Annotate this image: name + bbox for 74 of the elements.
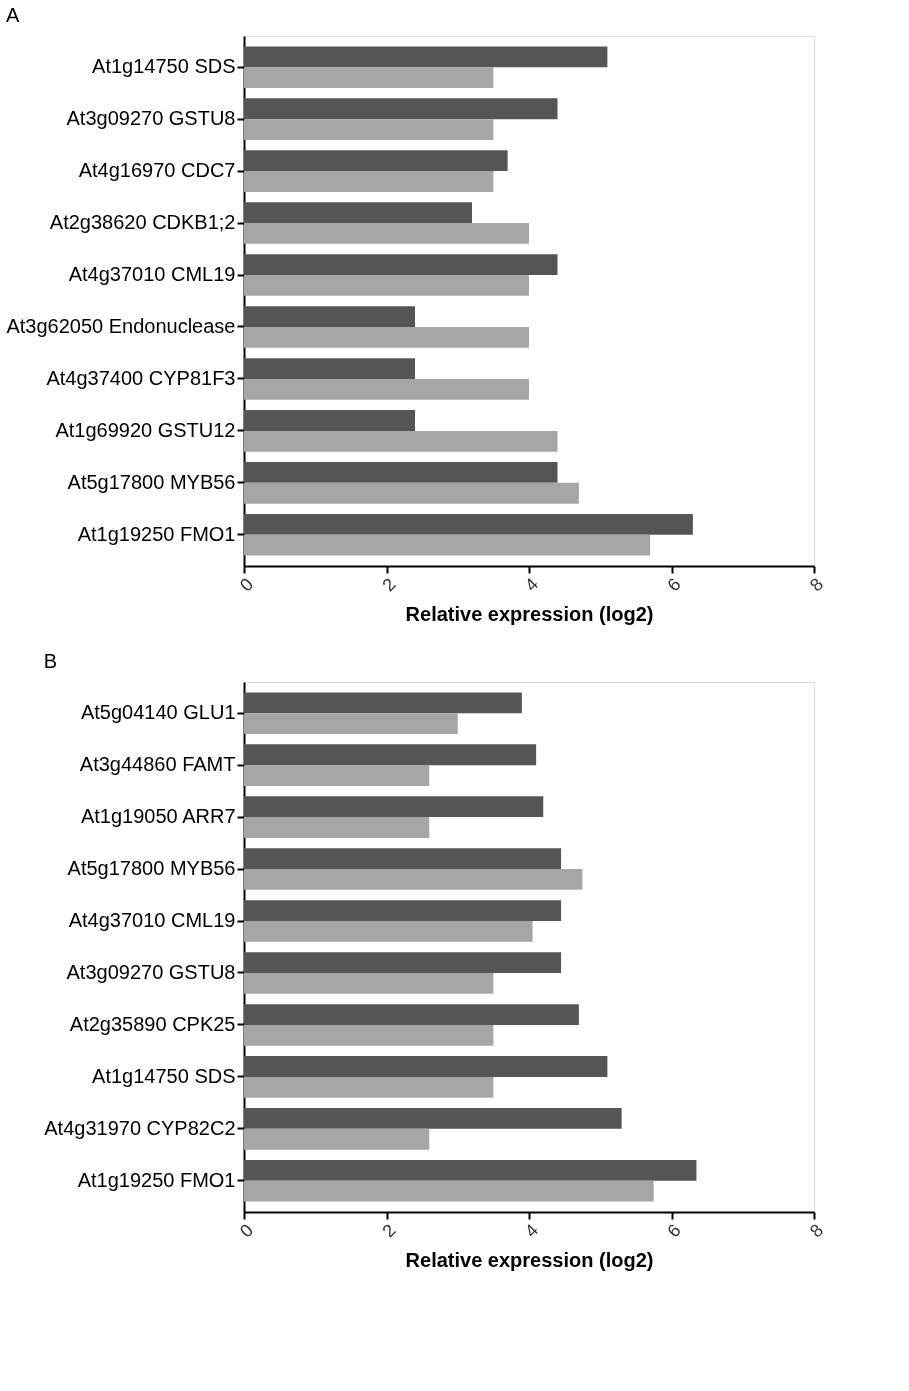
y-tick-label: At5g04140 GLU1 xyxy=(80,701,236,724)
y-tick-label: At4g37010 CML19 xyxy=(68,263,236,286)
bar xyxy=(244,1076,494,1098)
bar xyxy=(244,713,458,734)
y-tick-label: At3g44860 FAMT xyxy=(79,753,236,776)
bar xyxy=(244,1024,494,1046)
y-tick-label: At1g69920 GSTU12 xyxy=(55,418,236,441)
bar xyxy=(244,1004,579,1025)
bar xyxy=(244,306,415,327)
bar xyxy=(244,1108,622,1129)
y-tick-label: At5g17800 MYB56 xyxy=(67,857,236,880)
bar xyxy=(244,202,472,224)
y-tick-label: At2g38620 CDKB1;2 xyxy=(49,211,236,234)
bar xyxy=(244,1160,697,1181)
y-tick-label: At1g19050 ARR7 xyxy=(80,805,236,828)
bar xyxy=(244,67,494,88)
y-tick-label: At4g31970 CYP82C2 xyxy=(44,1116,236,1139)
bar xyxy=(244,869,583,890)
x-tick-label: 0 xyxy=(236,574,258,596)
x-tick-label: 4 xyxy=(521,574,543,596)
y-tick-label: At3g09270 GSTU8 xyxy=(66,107,236,130)
x-tick-label: 8 xyxy=(806,1220,828,1242)
bar xyxy=(244,744,537,766)
y-tick-label: At1g14750 SDS xyxy=(92,1064,236,1087)
bar xyxy=(244,1128,430,1150)
x-tick-label: 0 xyxy=(236,1220,258,1242)
text: B xyxy=(43,650,58,672)
y-tick-label: At5g17800 MYB56 xyxy=(67,470,236,493)
y-tick-label: At3g62050 Endonuclease xyxy=(6,314,236,337)
bar xyxy=(244,1056,608,1077)
y-tick-label: At1g19250 FMO1 xyxy=(77,1168,236,1191)
bar xyxy=(244,765,430,786)
bar xyxy=(244,848,562,870)
bar xyxy=(244,150,508,172)
bar xyxy=(244,223,529,244)
text: A xyxy=(5,4,20,26)
y-tick-label: At1g19250 FMO1 xyxy=(77,522,236,545)
y-tick-label: At2g35890 CPK25 xyxy=(69,1012,236,1035)
bar xyxy=(244,378,529,400)
bar xyxy=(244,275,529,296)
x-tick-label: 4 xyxy=(521,1220,543,1242)
bar xyxy=(244,972,494,994)
bar xyxy=(244,171,494,192)
bar xyxy=(244,46,608,68)
bar xyxy=(244,534,651,556)
bar xyxy=(244,692,522,714)
y-tick-label: At1g14750 SDS xyxy=(92,55,236,78)
y-tick-label: At3g09270 GSTU8 xyxy=(66,960,236,983)
x-axis-title: Relative expression (log2) xyxy=(405,603,654,626)
bar xyxy=(244,430,558,452)
y-tick-label: At4g37400 CYP81F3 xyxy=(46,366,236,389)
bar xyxy=(244,358,415,379)
bar xyxy=(244,119,494,140)
bar xyxy=(244,817,430,838)
bar xyxy=(244,1180,654,1202)
bar xyxy=(244,900,562,922)
x-axis-title: Relative expression (log2) xyxy=(405,1249,654,1272)
y-tick-label: At4g37010 CML19 xyxy=(68,909,236,932)
x-tick-label: 6 xyxy=(663,574,685,596)
bar xyxy=(244,254,558,276)
bar xyxy=(244,326,529,348)
bar xyxy=(244,921,533,942)
y-tick-label: At4g16970 CDC7 xyxy=(78,159,236,182)
bar xyxy=(244,410,415,431)
bar xyxy=(244,98,558,120)
x-tick-label: 2 xyxy=(378,1220,400,1242)
x-tick-label: 2 xyxy=(378,574,400,596)
x-tick-label: 8 xyxy=(806,574,828,596)
bar xyxy=(244,952,562,973)
bar xyxy=(244,514,693,535)
bar xyxy=(244,796,544,818)
x-tick-label: 6 xyxy=(663,1220,685,1242)
bar xyxy=(244,482,579,504)
bar xyxy=(244,462,558,483)
